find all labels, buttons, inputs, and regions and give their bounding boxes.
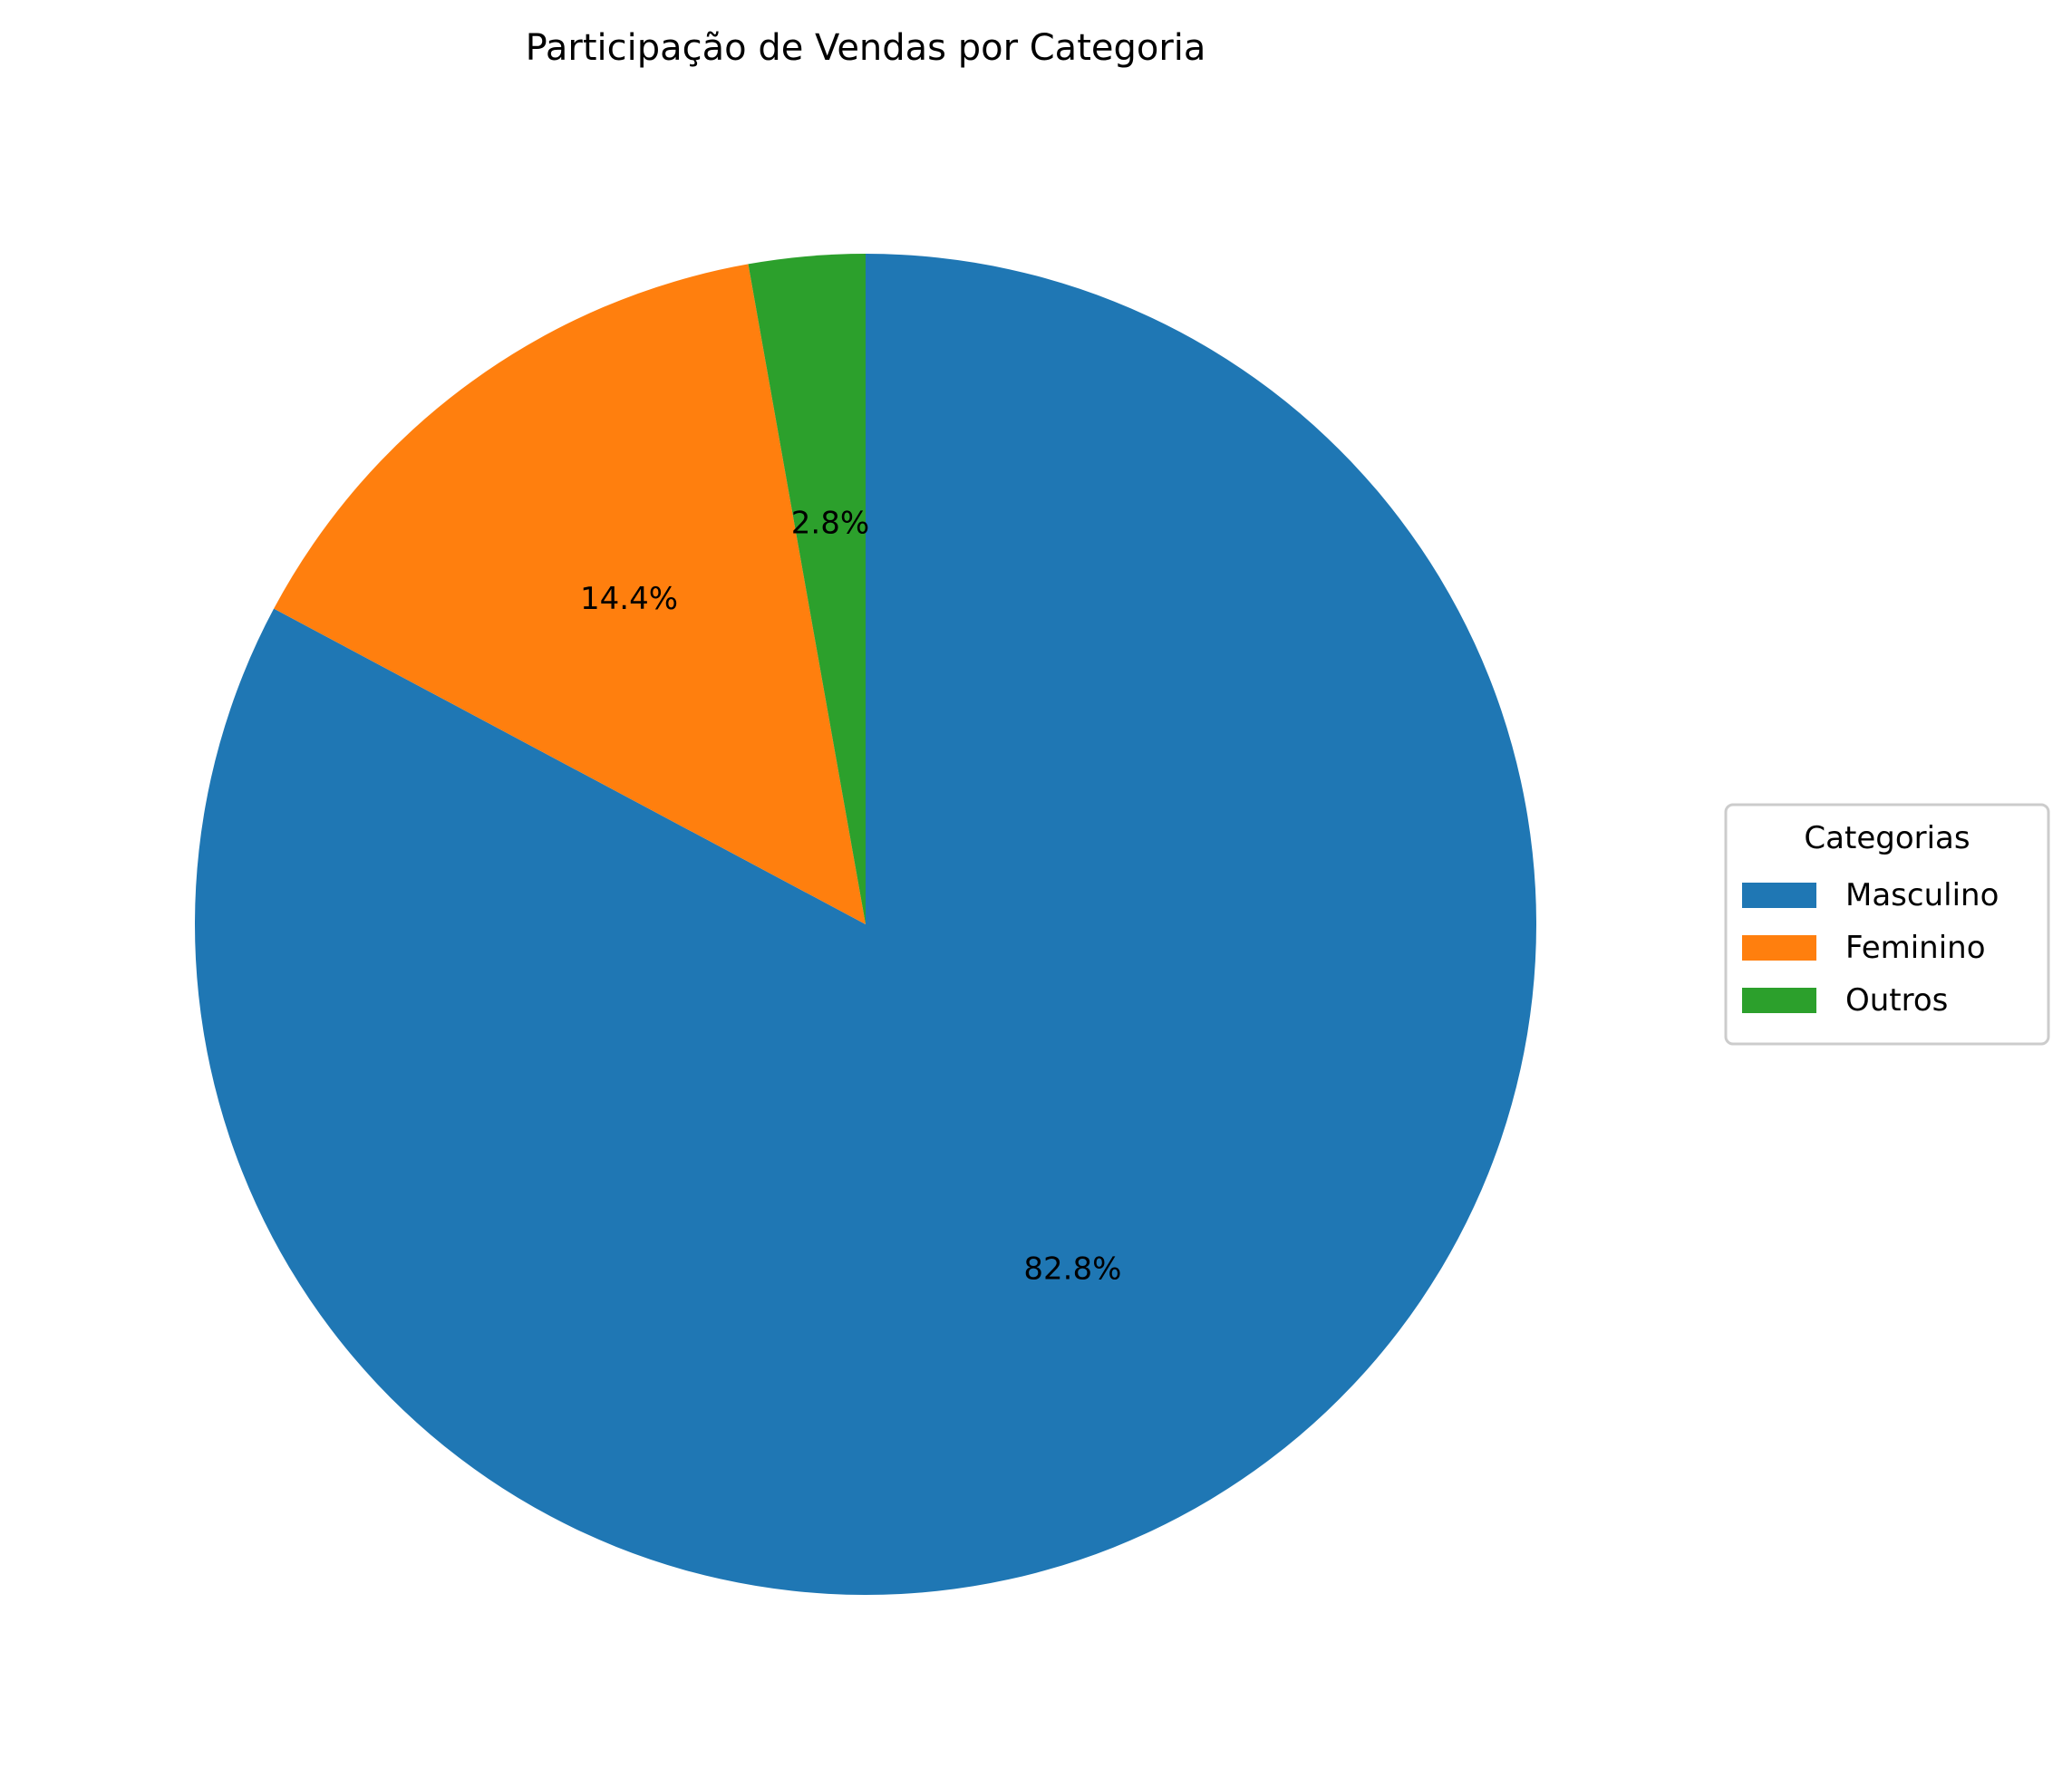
legend: Categorias Masculino Feminino Outros bbox=[1724, 803, 2050, 1046]
pie-label-masculino: 82.8% bbox=[1023, 1251, 1121, 1288]
legend-frame bbox=[1724, 803, 2050, 1046]
pie-slice-masculino bbox=[194, 254, 1536, 1595]
legend-swatch-outros bbox=[1742, 988, 1816, 1013]
legend-swatch-feminino bbox=[1742, 935, 1816, 961]
pie-label-outros: 2.8% bbox=[791, 506, 869, 542]
legend-label-outros: Outros bbox=[1845, 982, 1948, 1019]
legend-entries: Masculino Feminino Outros bbox=[1742, 877, 1999, 1019]
pie-slices bbox=[194, 254, 1536, 1595]
pie-percentage-labels: 82.8% 14.4% 2.8% bbox=[580, 506, 1121, 1288]
legend-title: Categorias bbox=[1804, 820, 1970, 856]
pie-slice-outros bbox=[748, 254, 866, 924]
pie-slice-feminino bbox=[274, 264, 866, 925]
legend-swatch-masculino bbox=[1742, 883, 1816, 908]
legend-label-feminino: Feminino bbox=[1845, 930, 1986, 966]
legend-label-masculino: Masculino bbox=[1845, 877, 1999, 913]
chart-title: Participação de Vendas por Categoria bbox=[526, 27, 1206, 69]
pie-label-feminino: 14.4% bbox=[580, 581, 678, 617]
